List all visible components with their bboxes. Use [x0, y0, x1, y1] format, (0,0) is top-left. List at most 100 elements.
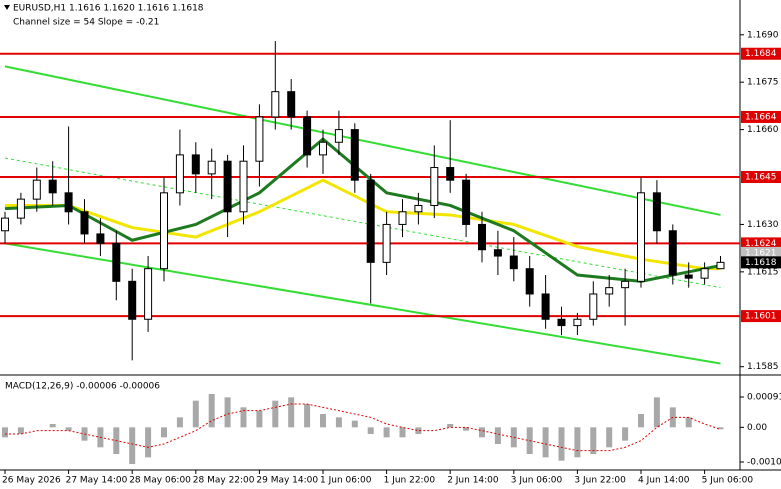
x-tick-label: 3 Jun 22:00: [574, 476, 626, 486]
candle-body: [48, 179, 57, 194]
candle-body: [80, 211, 89, 235]
macd-bar: [224, 397, 231, 428]
macd-bar: [240, 407, 247, 428]
channel-lower: [4, 242, 721, 365]
macd-bar: [399, 427, 406, 438]
chart-subtitle: Channel size = 54 Slope = -0.21: [13, 18, 159, 28]
level-label: 1.1684: [745, 49, 777, 59]
y-tick-label: 1.1585: [747, 362, 779, 372]
candle-body: [652, 192, 661, 232]
macd-bar: [685, 417, 692, 428]
candle-body: [64, 192, 73, 213]
macd-bar: [463, 427, 470, 431]
candle-body: [398, 211, 407, 225]
x-tick-label: 28 May 06:00: [129, 476, 191, 486]
channel-upper: [4, 65, 721, 216]
candle-body: [144, 268, 153, 320]
price-label: 1.1621: [745, 248, 777, 258]
macd-bar: [17, 427, 24, 434]
candle-body: [716, 261, 725, 270]
macd-y-tick-label: 0.00091: [747, 393, 781, 403]
candle-body: [478, 223, 486, 251]
candle-body: [112, 242, 121, 282]
macd-bar: [208, 394, 215, 428]
macd-bar: [129, 427, 136, 464]
candle-body: [557, 318, 566, 327]
macd-bar: [638, 414, 644, 428]
candle-body: [32, 179, 41, 200]
candle-body: [414, 204, 423, 213]
candle-body: [382, 223, 391, 263]
macd-bar: [447, 424, 454, 428]
candle-body: [589, 293, 598, 320]
y-tick-label: 1.1660: [747, 125, 779, 135]
macd-bar: [653, 397, 660, 428]
macd-bar: [542, 427, 549, 458]
macd-bar: [145, 427, 152, 458]
level-label: 1.1601: [745, 312, 777, 322]
candle-body: [255, 116, 264, 162]
macd-bar: [383, 427, 390, 438]
candle-body: [621, 280, 630, 289]
x-tick-label: 2 Jun 14:00: [447, 476, 499, 486]
macd-signal: [5, 403, 721, 452]
macd-bar: [161, 427, 167, 438]
macd-bar: [717, 427, 724, 430]
level-label-box: [741, 310, 781, 323]
candle-body: [430, 167, 439, 206]
level-label: 1.1624: [745, 239, 777, 249]
candle-body: [271, 91, 280, 118]
candle-body: [637, 192, 645, 282]
candle-body: [287, 91, 296, 118]
macd-bar: [606, 427, 613, 448]
level-label-box: [741, 171, 781, 184]
y-tick-label: 1.1630: [747, 220, 779, 230]
menu-triangle: [4, 5, 10, 10]
macd-bar: [192, 400, 199, 428]
macd-bar: [479, 427, 485, 438]
y-tick-label: 1.1690: [747, 30, 779, 40]
macd-bar: [590, 427, 597, 454]
candle-body: [509, 255, 518, 270]
macd-title: MACD(12,26,9) -0.00006 -0.00006: [5, 382, 160, 392]
macd-bar: [335, 417, 342, 428]
x-tick-label: 28 May 22:00: [193, 476, 255, 486]
macd-bar: [574, 427, 581, 458]
candle-body: [366, 179, 375, 263]
level-label-box: [741, 237, 781, 250]
candle-body: [1, 217, 9, 232]
level-label-box: [741, 110, 781, 123]
macd-bar: [65, 427, 72, 431]
level-label: 1.1645: [745, 173, 777, 183]
candle-body: [350, 129, 359, 181]
macd-bar: [256, 410, 263, 428]
macd-y-tick-label: -0.00104: [747, 458, 781, 468]
macd-bar: [49, 424, 56, 428]
level-label: 1.1664: [745, 112, 777, 122]
macd-bar: [176, 417, 183, 428]
candle-body: [525, 268, 534, 295]
candle-body: [462, 179, 471, 225]
candle-body: [239, 160, 248, 213]
candle-body: [541, 293, 550, 320]
x-tick-label: 1 Jun 06:00: [320, 476, 372, 486]
candle-body: [223, 160, 232, 213]
candle-body: [160, 192, 168, 270]
macd-bar: [622, 427, 629, 441]
x-tick-label: 3 Jun 06:00: [511, 476, 563, 486]
candle-body: [334, 129, 343, 143]
candle-body: [96, 233, 105, 244]
chart-title: EURUSD,H1 1.1616 1.1620 1.1616 1.1618: [13, 4, 204, 14]
candle-body: [207, 160, 216, 175]
candle-body: [573, 318, 582, 327]
candle-body: [128, 280, 137, 320]
x-tick-label: 27 May 14:00: [66, 476, 128, 486]
macd-bar: [367, 427, 374, 434]
x-tick-label: 4 Jun 14:00: [638, 476, 690, 486]
candle-body: [684, 274, 693, 279]
price-label-box: [741, 256, 781, 269]
macd-bar: [320, 414, 326, 428]
candle-body: [493, 249, 502, 257]
candle-body: [446, 167, 455, 181]
